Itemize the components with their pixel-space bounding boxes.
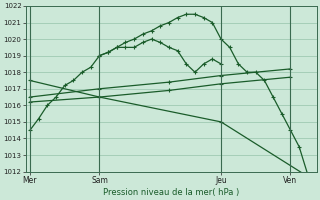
X-axis label: Pression niveau de la mer( hPa ): Pression niveau de la mer( hPa ) (103, 188, 239, 197)
